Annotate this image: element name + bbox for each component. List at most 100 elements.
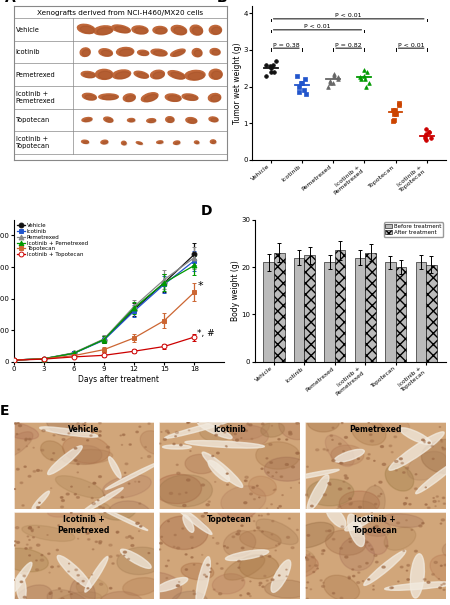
Circle shape xyxy=(338,443,341,445)
Ellipse shape xyxy=(171,49,185,56)
Ellipse shape xyxy=(365,411,410,433)
Ellipse shape xyxy=(363,486,385,519)
Ellipse shape xyxy=(430,555,450,586)
Circle shape xyxy=(392,587,393,588)
Ellipse shape xyxy=(185,440,265,448)
Circle shape xyxy=(340,462,343,464)
Circle shape xyxy=(379,481,382,483)
Circle shape xyxy=(206,576,207,577)
Ellipse shape xyxy=(97,27,112,34)
Circle shape xyxy=(22,505,24,506)
Circle shape xyxy=(228,428,230,430)
Ellipse shape xyxy=(83,142,89,144)
Circle shape xyxy=(25,440,27,441)
Circle shape xyxy=(256,527,260,529)
Circle shape xyxy=(328,530,331,532)
Ellipse shape xyxy=(165,419,232,438)
Ellipse shape xyxy=(212,27,221,34)
Circle shape xyxy=(403,551,405,552)
Circle shape xyxy=(136,522,139,525)
Bar xyxy=(304,255,315,362)
Point xyxy=(426,128,433,137)
Circle shape xyxy=(340,462,341,463)
Circle shape xyxy=(396,470,397,471)
Ellipse shape xyxy=(126,96,135,102)
Circle shape xyxy=(370,440,373,442)
Circle shape xyxy=(340,548,342,549)
Circle shape xyxy=(266,458,268,459)
Circle shape xyxy=(95,541,98,543)
Ellipse shape xyxy=(181,563,214,580)
Ellipse shape xyxy=(101,140,108,144)
Circle shape xyxy=(94,521,96,522)
Circle shape xyxy=(91,431,94,433)
Circle shape xyxy=(438,501,440,502)
Ellipse shape xyxy=(158,475,212,507)
Ellipse shape xyxy=(127,119,135,122)
Circle shape xyxy=(332,439,333,440)
Ellipse shape xyxy=(101,50,112,56)
Text: P < 0.01: P < 0.01 xyxy=(398,43,424,48)
Ellipse shape xyxy=(212,141,216,144)
Circle shape xyxy=(102,507,104,509)
Circle shape xyxy=(159,549,161,550)
Circle shape xyxy=(253,521,255,522)
Circle shape xyxy=(234,433,236,434)
Circle shape xyxy=(332,427,334,428)
Ellipse shape xyxy=(115,71,130,79)
Circle shape xyxy=(237,530,240,532)
Circle shape xyxy=(62,439,65,440)
Ellipse shape xyxy=(127,572,182,605)
Ellipse shape xyxy=(157,141,163,143)
Ellipse shape xyxy=(45,402,83,436)
Ellipse shape xyxy=(421,439,450,474)
Circle shape xyxy=(175,431,178,433)
Circle shape xyxy=(99,435,101,437)
Point xyxy=(391,115,398,125)
Circle shape xyxy=(145,446,146,448)
Ellipse shape xyxy=(307,475,329,511)
Text: A: A xyxy=(5,0,16,4)
Ellipse shape xyxy=(99,94,118,100)
Circle shape xyxy=(348,488,350,489)
Circle shape xyxy=(148,423,150,424)
Point xyxy=(365,78,373,88)
Circle shape xyxy=(443,503,446,505)
Ellipse shape xyxy=(40,441,65,461)
Ellipse shape xyxy=(99,49,112,56)
Ellipse shape xyxy=(173,51,185,56)
Ellipse shape xyxy=(202,452,243,488)
Circle shape xyxy=(141,458,142,459)
Ellipse shape xyxy=(194,50,202,57)
Circle shape xyxy=(99,422,101,424)
Ellipse shape xyxy=(174,141,180,145)
Circle shape xyxy=(359,506,361,508)
Circle shape xyxy=(323,448,325,450)
Ellipse shape xyxy=(82,50,90,56)
Circle shape xyxy=(357,458,360,459)
Ellipse shape xyxy=(137,73,148,78)
Bar xyxy=(426,264,437,362)
Ellipse shape xyxy=(225,550,269,560)
Ellipse shape xyxy=(351,418,386,445)
Circle shape xyxy=(62,500,64,502)
Circle shape xyxy=(264,575,266,577)
Ellipse shape xyxy=(117,547,164,575)
Circle shape xyxy=(343,451,344,452)
Circle shape xyxy=(25,548,27,549)
Circle shape xyxy=(75,460,77,461)
Ellipse shape xyxy=(99,71,112,79)
Text: E: E xyxy=(0,404,9,418)
Circle shape xyxy=(320,580,322,581)
Ellipse shape xyxy=(135,27,148,34)
Ellipse shape xyxy=(190,25,202,35)
Point xyxy=(326,76,333,86)
Circle shape xyxy=(235,439,239,441)
Point xyxy=(270,60,277,70)
Circle shape xyxy=(136,431,138,433)
Circle shape xyxy=(40,559,44,561)
Circle shape xyxy=(28,439,31,440)
Circle shape xyxy=(440,523,442,524)
Circle shape xyxy=(269,443,272,445)
Bar xyxy=(274,253,284,362)
